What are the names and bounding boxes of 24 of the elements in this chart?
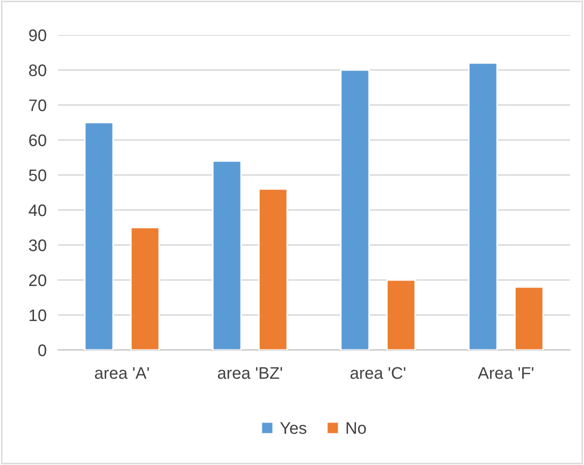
x-tick-label: Area 'F' — [478, 367, 534, 379]
bar — [514, 286, 544, 350]
y-tick-label: 90 — [29, 29, 46, 42]
x-tick-label: area 'A' — [94, 367, 149, 379]
bar — [130, 226, 160, 350]
bar — [212, 160, 242, 350]
y-tick-label: 80 — [29, 64, 46, 76]
bar — [258, 188, 288, 350]
y-tick-label: 70 — [29, 99, 46, 112]
bar — [468, 62, 498, 350]
legend-label: No — [346, 422, 366, 434]
legend-label: Yes — [280, 422, 306, 434]
y-tick-label: 40 — [28, 204, 46, 216]
x-tick-label: area 'BZ' — [218, 367, 282, 379]
bar — [340, 69, 370, 350]
y-tick-label: 20 — [29, 274, 46, 286]
bar — [386, 279, 416, 350]
y-tick-label: 0 — [38, 344, 46, 356]
y-tick-label: 10 — [30, 309, 46, 322]
y-tick-label: 60 — [29, 134, 46, 146]
x-tick-label: area 'C' — [350, 367, 406, 379]
bar — [84, 122, 114, 350]
y-tick-label: 50 — [29, 169, 46, 182]
y-tick-label: 30 — [28, 239, 46, 252]
